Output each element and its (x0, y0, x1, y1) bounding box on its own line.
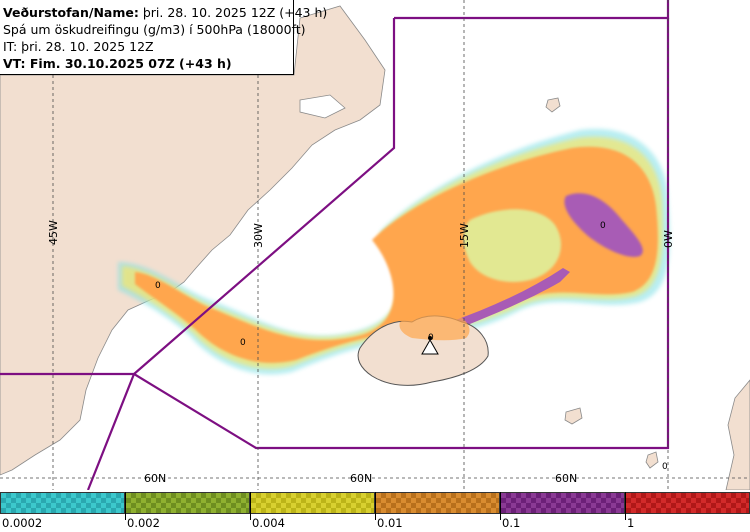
ash-cloud-main (135, 146, 658, 363)
issue-time: þri. 28. 10. 2025 12Z (+43 h) (138, 5, 328, 20)
legend-tick (125, 492, 126, 520)
greenland-fjord (299, 94, 346, 119)
lon-label-45w: 45W (47, 220, 60, 245)
lat-label-60n-east: 60N (555, 472, 577, 485)
legend-label-0.002: 0.002 (127, 516, 160, 530)
map-canvas: 45W 30W 15W 0W 60N 60N 60N 0 0 0 0 0 (0, 0, 750, 490)
forecast-info-box: Veðurstofan/Name: þri. 28. 10. 2025 12Z … (0, 0, 327, 75)
legend-tick (500, 492, 501, 520)
volcano-source-dot (428, 336, 432, 340)
lon-label-15w: 15W (458, 223, 471, 248)
lon-label-30w: 30W (252, 223, 265, 248)
volcano-marker-icon (421, 338, 439, 355)
lat-label-60n-west: 60N (144, 472, 166, 485)
legend-swatch-1 (0, 492, 125, 514)
header-line-1: Veðurstofan/Name: þri. 28. 10. 2025 12Z … (3, 4, 327, 21)
legend-swatch-5 (500, 492, 625, 514)
lon-label-0w: 0W (662, 230, 675, 248)
contour-label: 0 (662, 462, 668, 472)
svalbard-island (545, 97, 561, 113)
legend-tick (250, 492, 251, 520)
contour-label: 0 (600, 221, 606, 231)
small-island (564, 407, 583, 425)
ash-over-iceland (399, 313, 470, 341)
legend-tick (375, 492, 376, 520)
legend-label-0.01: 0.01 (377, 516, 403, 530)
forecast-description: Spá um öskudreifingu (g/m3) í 500hPa (18… (3, 22, 306, 37)
legend-label-1: 1 (627, 516, 635, 530)
lat-label-60n-mid: 60N (350, 472, 372, 485)
fir-boundary-loop (132, 18, 670, 450)
agency-name: Veðurstofan/Name: (3, 5, 139, 20)
fir-boundary-west (0, 372, 136, 490)
legend-label-0.0002: 0.0002 (2, 516, 43, 530)
legend-swatch-3 (250, 492, 375, 514)
concentration-legend: 0.0002 0.002 0.004 0.01 0.1 1 (0, 490, 750, 532)
initial-time: IT: þri. 28. 10. 2025 12Z (3, 39, 154, 54)
legend-swatch-4 (375, 492, 500, 514)
greenland-landmass (0, 5, 386, 476)
contour-label: 0 (155, 281, 161, 291)
ash-cloud-high-ne (564, 193, 643, 257)
legend-label-0.004: 0.004 (252, 516, 285, 530)
graticule (0, 0, 750, 490)
scandinavia-landmass (725, 379, 750, 490)
legend-label-0.1: 0.1 (502, 516, 521, 530)
legend-swatch-2 (125, 492, 250, 514)
legend-tick (625, 492, 626, 520)
valid-time: VT: Fim. 30.10.2025 07Z (+43 h) (3, 56, 232, 71)
legend-swatch-6 (625, 492, 750, 514)
contour-label: 0 (240, 338, 246, 348)
shetland-island (645, 451, 659, 469)
